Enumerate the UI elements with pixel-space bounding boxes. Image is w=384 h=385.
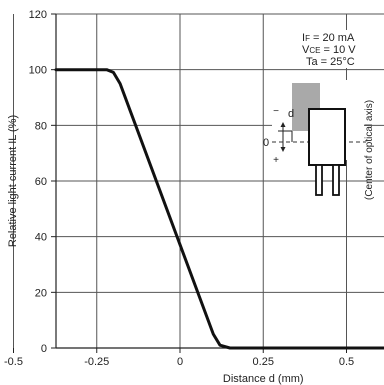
- sensor-diagram: − d 0 + (Center of optical axis): [263, 80, 375, 200]
- x-tick-label: -0.5: [4, 356, 23, 368]
- x-axis-label: Distance d (mm): [223, 373, 304, 385]
- series-group: [54, 68, 384, 350]
- x-tick-label: 0: [177, 356, 183, 368]
- conditions-background: [296, 30, 366, 68]
- condition-vce: VCE = 10 V: [302, 44, 356, 56]
- plus-label: +: [273, 155, 279, 166]
- zero-label: 0: [263, 137, 269, 149]
- sensor-lead-left: [315, 164, 323, 196]
- x-tick-label: -0.25: [84, 356, 109, 368]
- y-tick-label: 0: [41, 343, 47, 355]
- d-label: d: [288, 108, 294, 120]
- y-tick-label: 120: [29, 9, 47, 21]
- sensor-lead-right: [332, 164, 340, 196]
- x-tick-label: 0.25: [253, 356, 274, 368]
- y-tick-label: 20: [35, 287, 47, 299]
- y-tick-label: 40: [35, 232, 47, 244]
- y-tick-label: 60: [35, 176, 47, 188]
- y-tick-label: 80: [35, 120, 47, 132]
- x-tick-label: 0.5: [339, 356, 354, 368]
- arrow-up-icon: [280, 122, 286, 127]
- condition-if: IF = 20 mA: [302, 32, 355, 44]
- y-axis-label: Relative light current IL (%): [7, 115, 19, 247]
- grid: [13, 13, 384, 348]
- optical-axis-note: (Center of optical axis): [364, 100, 375, 200]
- sensor-body: [308, 108, 346, 166]
- conditions-box: IF = 20 mA VCE = 10 V Ta = 25°C: [296, 30, 366, 68]
- series-line: [54, 68, 384, 350]
- arrow-down-icon: [280, 147, 286, 152]
- y-tick-label: 100: [29, 65, 47, 77]
- condition-ta: Ta = 25°C: [306, 56, 355, 68]
- minus-label: −: [273, 106, 279, 117]
